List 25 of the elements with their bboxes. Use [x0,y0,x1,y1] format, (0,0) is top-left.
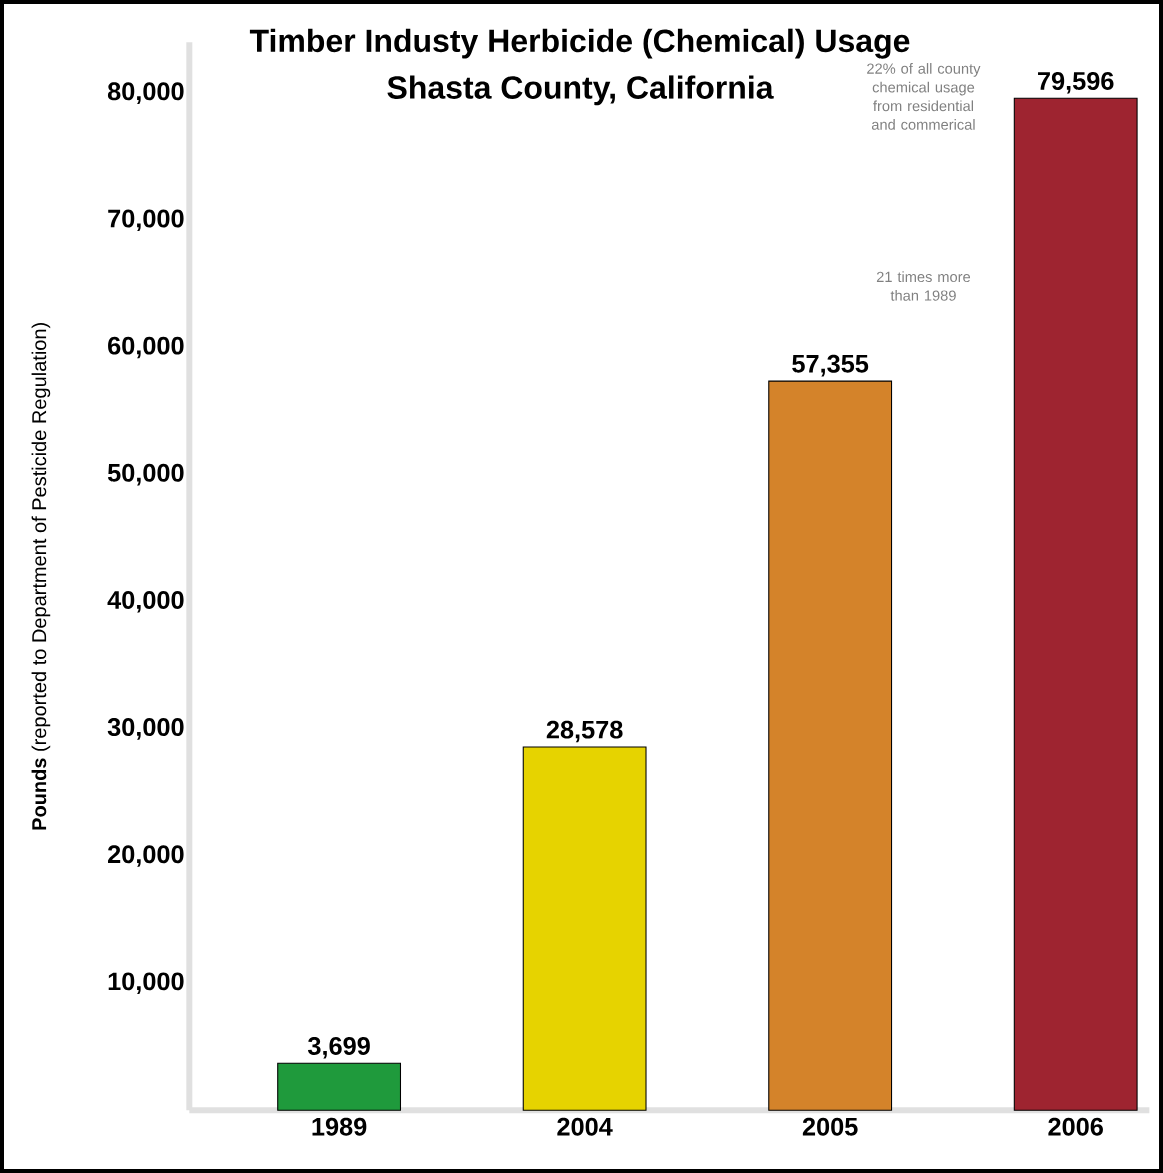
chart-title: Timber Industy Herbicide (Chemical) Usage [249,28,910,59]
bar [522,746,647,1111]
y-tick-label: 60,000 [108,336,184,359]
data-label: 79,596 [1038,71,1114,94]
bar [768,380,893,1111]
y-tick-label: 20,000 [108,845,184,867]
x-tick-label: 2004 [557,1117,613,1136]
x-tick-label: 2006 [1048,1117,1103,1136]
bar [1013,97,1138,1111]
bar [277,1062,402,1111]
data-label: 28,578 [546,720,623,743]
y-tick-label: 50,000 [107,463,184,486]
y-tick-label: 40,000 [107,590,184,613]
annotation: 22% of all county chemical usage from residential and commerical [867,63,981,130]
x-tick-label: 2005 [802,1117,858,1136]
annotation: 21 times more than 1989 [876,271,971,301]
y-tick-label: 10,000 [108,972,184,994]
y-axis-title: Pounds (reported to Department of Pesticide Regulation) [31,323,51,830]
data-label: 57,355 [792,354,869,377]
x-tick-label: 1989 [312,1117,367,1136]
y-tick-label: 80,000 [107,82,184,104]
y-tick-label: 70,000 [108,209,184,232]
y-tick-label: 30,000 [107,718,184,740]
data-label: 3,699 [307,1036,370,1059]
text: Shasta County, California [387,75,774,106]
